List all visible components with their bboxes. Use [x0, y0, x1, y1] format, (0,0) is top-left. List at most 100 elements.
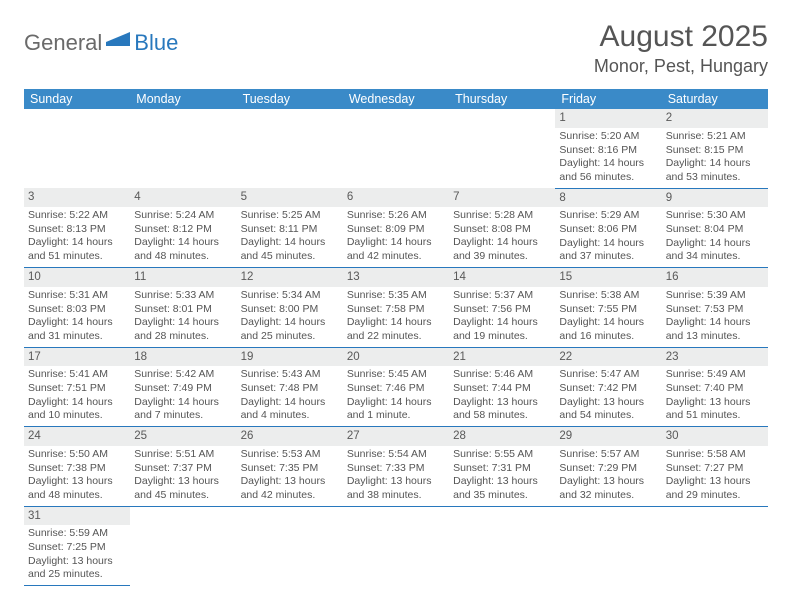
calendar-cell: 9Sunrise: 5:30 AMSunset: 8:04 PMDaylight…	[662, 188, 768, 268]
day-number: 26	[237, 427, 343, 446]
calendar-cell: 7Sunrise: 5:28 AMSunset: 8:08 PMDaylight…	[449, 188, 555, 268]
day-info-line: Sunrise: 5:28 AM	[453, 209, 551, 223]
day-info-line: Daylight: 14 hours	[453, 316, 551, 330]
weekday-header: Tuesday	[237, 89, 343, 109]
calendar-week-row: 24Sunrise: 5:50 AMSunset: 7:38 PMDayligh…	[24, 427, 768, 507]
calendar-cell: 25Sunrise: 5:51 AMSunset: 7:37 PMDayligh…	[130, 427, 236, 507]
calendar-week-row: 10Sunrise: 5:31 AMSunset: 8:03 PMDayligh…	[24, 268, 768, 348]
day-number: 29	[555, 427, 661, 446]
day-info-line: and 1 minute.	[347, 409, 445, 423]
day-info: Sunrise: 5:31 AMSunset: 8:03 PMDaylight:…	[24, 287, 130, 347]
calendar-cell: 21Sunrise: 5:46 AMSunset: 7:44 PMDayligh…	[449, 347, 555, 427]
weekday-header: Friday	[555, 89, 661, 109]
day-number: 31	[24, 507, 130, 526]
day-info: Sunrise: 5:49 AMSunset: 7:40 PMDaylight:…	[662, 366, 768, 426]
weekday-header-row: SundayMondayTuesdayWednesdayThursdayFrid…	[24, 89, 768, 109]
day-info: Sunrise: 5:59 AMSunset: 7:25 PMDaylight:…	[24, 525, 130, 585]
day-info-line: Sunset: 7:25 PM	[28, 541, 126, 555]
day-info: Sunrise: 5:24 AMSunset: 8:12 PMDaylight:…	[130, 207, 236, 267]
day-number: 13	[343, 268, 449, 287]
day-info-line: and 4 minutes.	[241, 409, 339, 423]
calendar-cell: 28Sunrise: 5:55 AMSunset: 7:31 PMDayligh…	[449, 427, 555, 507]
day-info-line: Sunset: 7:40 PM	[666, 382, 764, 396]
day-info: Sunrise: 5:45 AMSunset: 7:46 PMDaylight:…	[343, 366, 449, 426]
day-info-line: Sunrise: 5:25 AM	[241, 209, 339, 223]
day-info-line: Sunrise: 5:45 AM	[347, 368, 445, 382]
day-info-line: Sunset: 7:56 PM	[453, 303, 551, 317]
calendar-cell: 22Sunrise: 5:47 AMSunset: 7:42 PMDayligh…	[555, 347, 661, 427]
day-info-line: and 13 minutes.	[666, 330, 764, 344]
day-number: 2	[662, 109, 768, 128]
day-info-line: Sunrise: 5:20 AM	[559, 130, 657, 144]
calendar-cell: 1Sunrise: 5:20 AMSunset: 8:16 PMDaylight…	[555, 109, 661, 188]
calendar-cell	[555, 506, 661, 586]
day-info-line: Daylight: 13 hours	[28, 555, 126, 569]
day-info-line: Daylight: 14 hours	[28, 316, 126, 330]
day-info-line: Daylight: 13 hours	[666, 475, 764, 489]
calendar-cell: 15Sunrise: 5:38 AMSunset: 7:55 PMDayligh…	[555, 268, 661, 348]
day-info-line: Daylight: 13 hours	[559, 475, 657, 489]
day-info-line: Daylight: 14 hours	[559, 316, 657, 330]
calendar-cell	[24, 109, 130, 188]
weekday-header: Sunday	[24, 89, 130, 109]
day-info-line: Sunrise: 5:59 AM	[28, 527, 126, 541]
day-info-line: Daylight: 14 hours	[347, 236, 445, 250]
day-info-line: Daylight: 13 hours	[347, 475, 445, 489]
calendar-cell	[662, 506, 768, 586]
day-info-line: Daylight: 14 hours	[559, 237, 657, 251]
day-info-line: and 54 minutes.	[559, 409, 657, 423]
day-info-line: Sunset: 8:13 PM	[28, 223, 126, 237]
logo-general: General	[24, 30, 102, 56]
day-info: Sunrise: 5:46 AMSunset: 7:44 PMDaylight:…	[449, 366, 555, 426]
day-info-line: Daylight: 13 hours	[28, 475, 126, 489]
day-info-line: Sunrise: 5:38 AM	[559, 289, 657, 303]
calendar-cell	[130, 506, 236, 586]
day-info-line: Sunrise: 5:41 AM	[28, 368, 126, 382]
day-info-line: Daylight: 13 hours	[666, 396, 764, 410]
weekday-header: Monday	[130, 89, 236, 109]
calendar-cell: 17Sunrise: 5:41 AMSunset: 7:51 PMDayligh…	[24, 347, 130, 427]
day-number: 24	[24, 427, 130, 446]
day-info: Sunrise: 5:21 AMSunset: 8:15 PMDaylight:…	[662, 128, 768, 188]
day-info-line: and 31 minutes.	[28, 330, 126, 344]
day-info: Sunrise: 5:58 AMSunset: 7:27 PMDaylight:…	[662, 446, 768, 506]
logo-blue: Blue	[134, 30, 178, 56]
day-info: Sunrise: 5:42 AMSunset: 7:49 PMDaylight:…	[130, 366, 236, 426]
day-info-line: and 10 minutes.	[28, 409, 126, 423]
day-info-line: Sunset: 7:55 PM	[559, 303, 657, 317]
logo: General Blue	[24, 30, 178, 56]
calendar-cell: 24Sunrise: 5:50 AMSunset: 7:38 PMDayligh…	[24, 427, 130, 507]
calendar-cell	[237, 109, 343, 188]
day-info-line: Daylight: 14 hours	[134, 396, 232, 410]
day-info-line: Daylight: 14 hours	[134, 236, 232, 250]
day-info: Sunrise: 5:55 AMSunset: 7:31 PMDaylight:…	[449, 446, 555, 506]
day-info-line: Sunrise: 5:43 AM	[241, 368, 339, 382]
day-info-line: Sunset: 8:11 PM	[241, 223, 339, 237]
day-info-line: Daylight: 14 hours	[241, 396, 339, 410]
day-info-line: Sunrise: 5:42 AM	[134, 368, 232, 382]
day-info: Sunrise: 5:50 AMSunset: 7:38 PMDaylight:…	[24, 446, 130, 506]
day-info-line: Sunset: 7:53 PM	[666, 303, 764, 317]
day-info-line: and 29 minutes.	[666, 489, 764, 503]
day-number: 6	[343, 188, 449, 207]
day-info: Sunrise: 5:20 AMSunset: 8:16 PMDaylight:…	[555, 128, 661, 188]
day-info-line: Daylight: 14 hours	[241, 316, 339, 330]
calendar-cell: 20Sunrise: 5:45 AMSunset: 7:46 PMDayligh…	[343, 347, 449, 427]
day-info: Sunrise: 5:39 AMSunset: 7:53 PMDaylight:…	[662, 287, 768, 347]
day-number: 11	[130, 268, 236, 287]
calendar-cell	[449, 109, 555, 188]
day-info: Sunrise: 5:57 AMSunset: 7:29 PMDaylight:…	[555, 446, 661, 506]
day-number: 1	[555, 109, 661, 128]
day-info: Sunrise: 5:47 AMSunset: 7:42 PMDaylight:…	[555, 366, 661, 426]
day-number: 17	[24, 348, 130, 367]
day-info-line: Sunset: 7:49 PM	[134, 382, 232, 396]
day-info-line: Sunrise: 5:24 AM	[134, 209, 232, 223]
day-info-line: Sunset: 7:46 PM	[347, 382, 445, 396]
calendar-cell: 10Sunrise: 5:31 AMSunset: 8:03 PMDayligh…	[24, 268, 130, 348]
day-number: 9	[662, 189, 768, 208]
day-info: Sunrise: 5:51 AMSunset: 7:37 PMDaylight:…	[130, 446, 236, 506]
calendar-table: SundayMondayTuesdayWednesdayThursdayFrid…	[24, 89, 768, 586]
day-info: Sunrise: 5:43 AMSunset: 7:48 PMDaylight:…	[237, 366, 343, 426]
calendar-cell: 3Sunrise: 5:22 AMSunset: 8:13 PMDaylight…	[24, 188, 130, 268]
day-info-line: Sunset: 7:31 PM	[453, 462, 551, 476]
